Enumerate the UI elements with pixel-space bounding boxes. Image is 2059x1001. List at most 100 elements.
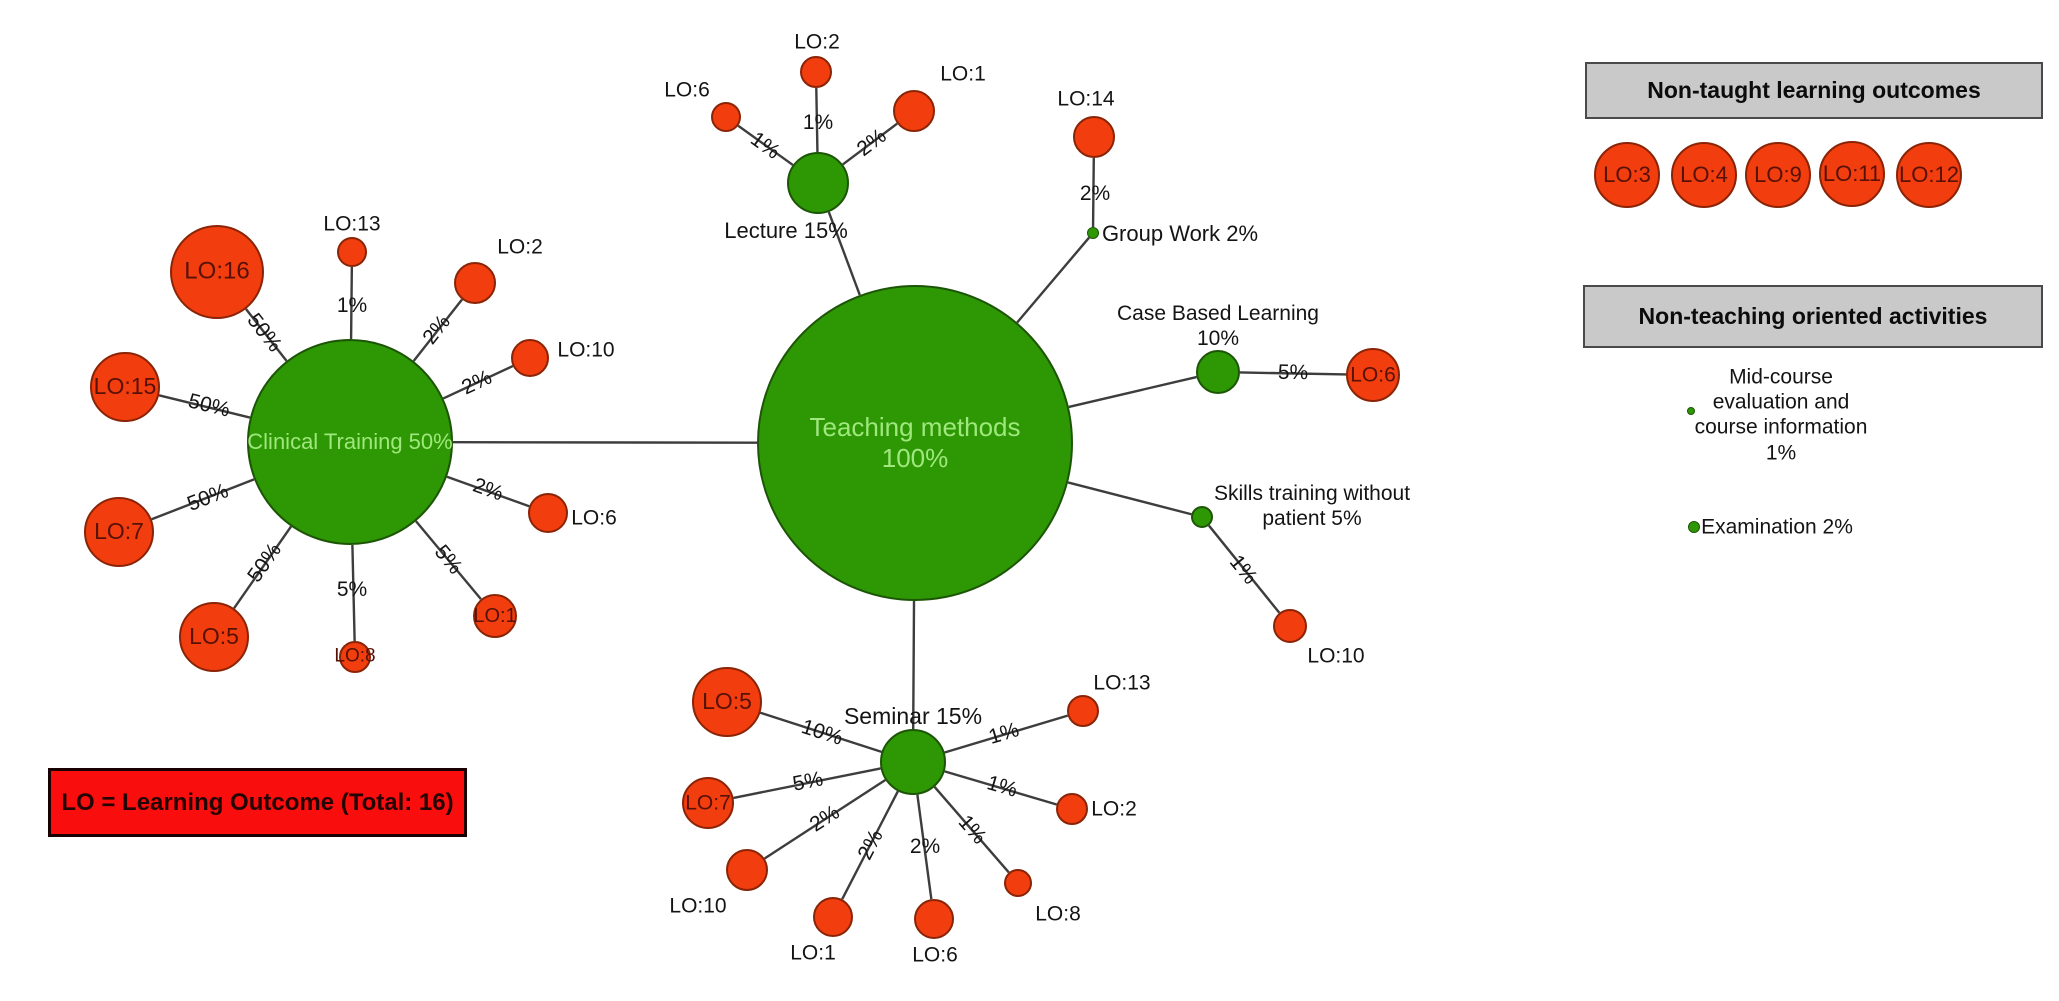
lo-1-node-label: LO:1 <box>940 62 986 86</box>
lo-definition-note: LO = Learning Outcome (Total: 16) <box>48 768 467 837</box>
lo-6-node-label: LO:6 <box>912 943 958 967</box>
lo-2-node-label: LO:2 <box>1091 797 1137 821</box>
examination-dot-label: Examination 2% <box>1701 515 1853 539</box>
edge-tm-lec <box>827 211 861 296</box>
lo-16-node-label: LO:16 <box>184 257 250 285</box>
lo-1-node <box>893 90 935 132</box>
teaching-methods-node <box>757 285 1073 601</box>
legend-lo-4-node-label: LO:4 <box>1680 161 1728 187</box>
group-work-node-label: Group Work 2% <box>1101 220 1259 246</box>
lo-2-node <box>1056 793 1088 825</box>
lo-7-node <box>84 497 154 567</box>
edge-skl-skl_lo10 <box>1207 524 1281 614</box>
lo-8-node <box>1004 869 1032 897</box>
edge-sem-sem_lo13 <box>944 714 1069 754</box>
clinical-training-node-label: Clinical Training 50% <box>247 428 453 454</box>
edge-tm-sem <box>912 600 916 730</box>
lo-7-node-label: LO:7 <box>685 791 731 815</box>
seminar-node-label: Seminar 15% <box>843 703 983 730</box>
edge-cbl-cbl_lo6-percent-label: 5% <box>1277 360 1309 385</box>
lo-8-node-label: LO:8 <box>334 645 376 667</box>
non-taught-outcomes-title: Non-taught learning outcomes <box>1647 77 1981 103</box>
lo-1-node <box>473 594 517 638</box>
lo-15-node <box>90 352 160 422</box>
lo-13-node-label: LO:13 <box>1093 671 1151 695</box>
edge-sem-sem_lo10 <box>763 778 886 860</box>
edge-sem-sem_lo5 <box>759 711 882 754</box>
lo-2-node <box>800 56 832 88</box>
lo-6-node-label: LO:6 <box>664 78 710 102</box>
skills-training-node-label: Skills training without patient 5% <box>1213 481 1411 530</box>
legend-lo-4-node <box>1671 142 1737 208</box>
edge-ct-ct_lo1 <box>415 520 482 600</box>
lo-5-node-label: LO:5 <box>702 688 752 715</box>
legend-lo-11-node-label: LO:11 <box>1822 160 1882 186</box>
legend-lo-12-node <box>1896 142 1962 208</box>
edge-gw-gw_lo14 <box>1091 157 1095 228</box>
lo-5-node <box>179 602 249 672</box>
edge-sem-sem_lo8 <box>933 786 1010 874</box>
lo-5-node-label: LO:5 <box>189 623 239 650</box>
edge-sem-sem_lo6 <box>916 794 933 900</box>
non-teaching-activities-header: Non-teaching oriented activities <box>1583 285 2043 348</box>
edge-ct-ct_lo13 <box>349 266 354 340</box>
edge-ct-ct_lo6 <box>446 475 530 508</box>
legend-lo-11-node <box>1819 141 1885 207</box>
lo-13-node-label: LO:13 <box>323 212 381 236</box>
lo-2-node <box>454 262 496 304</box>
lo-10-node <box>726 849 768 891</box>
lo-6-node <box>914 899 954 939</box>
lo-13-node <box>1067 695 1099 727</box>
lo-8-node <box>339 641 371 673</box>
edge-tm-gw <box>1016 236 1091 324</box>
edge-tm-ct <box>452 440 758 444</box>
lo-5-node <box>692 667 762 737</box>
lo-13-node <box>337 237 367 267</box>
lo-10-node-label: LO:10 <box>557 338 615 362</box>
edge-ct-ct_lo5 <box>233 525 293 609</box>
non-teaching-activities-title: Non-teaching oriented activities <box>1638 303 1988 329</box>
edge-ct-ct_lo10 <box>442 364 514 400</box>
edge-ct-ct_lo8-percent-label: 5% <box>336 578 368 601</box>
lo-16-node <box>170 225 264 319</box>
edge-ct-ct_lo2 <box>412 298 463 362</box>
lecture-node <box>787 152 849 214</box>
case-based-learning-node-label: Case Based Learning 10% <box>1117 301 1319 350</box>
lo-10-node-label: LO:10 <box>669 894 727 918</box>
lo-6-node-label: LO:6 <box>1350 363 1396 387</box>
lo-1-node-label: LO:1 <box>790 941 836 965</box>
edge-lec-lec_lo6 <box>737 124 794 166</box>
edge-tm-skl <box>1067 481 1192 516</box>
lo-definition-note-text: LO = Learning Outcome (Total: 16) <box>61 788 454 816</box>
lo-1-node-label: LO:1 <box>473 605 517 627</box>
legend-lo-3-node-label: LO:3 <box>1603 161 1651 187</box>
examination-dot <box>1688 521 1700 533</box>
group-work-node <box>1087 227 1099 239</box>
edge-sem-sem_lo7 <box>733 767 881 800</box>
teaching-methods-node-label: Teaching methods 100% <box>809 411 1021 473</box>
lo-10-node <box>1273 609 1307 643</box>
edge-cbl-cbl_lo6 <box>1239 371 1347 376</box>
edge-lec-lec_lo2 <box>815 87 819 153</box>
edge-sem-sem_lo1 <box>841 790 899 900</box>
edge-ct-ct_lo7 <box>151 478 255 521</box>
legend-lo-9-node-label: LO:9 <box>1754 161 1802 187</box>
mid-course-dot <box>1687 407 1695 415</box>
lo-2-node-label: LO:2 <box>794 30 840 54</box>
edge-tm-cbl <box>1068 375 1197 409</box>
lo-15-node-label: LO:15 <box>93 373 157 400</box>
lo-10-node-label: LO:10 <box>1307 644 1365 668</box>
lo-7-node <box>682 777 734 829</box>
lo-14-node <box>1073 116 1115 158</box>
lo-6-node <box>1346 348 1400 402</box>
clinical-training-node <box>247 339 453 545</box>
non-taught-outcomes-header: Non-taught learning outcomes <box>1585 62 2043 119</box>
skills-training-node <box>1191 506 1213 528</box>
lo-7-node-label: LO:7 <box>94 518 144 545</box>
edge-ct-ct_lo16 <box>245 308 288 362</box>
edge-sem-sem_lo2 <box>944 770 1057 806</box>
legend-lo-9-node <box>1745 142 1811 208</box>
edge-gw-gw_lo14-percent-label: 2% <box>1079 182 1111 205</box>
